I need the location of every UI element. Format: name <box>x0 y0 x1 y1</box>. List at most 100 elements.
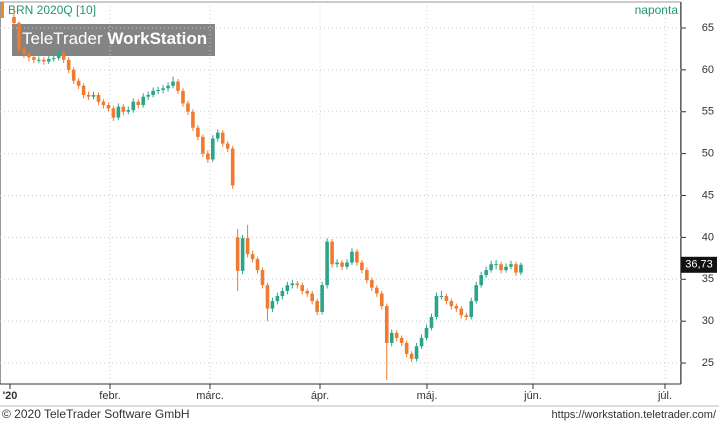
x-tick-label: márc. <box>196 390 224 402</box>
candle-body <box>419 337 424 347</box>
candle-body <box>275 296 280 302</box>
candle-body <box>131 101 136 111</box>
candle-body <box>81 85 86 95</box>
candle-body <box>335 262 339 265</box>
candle-body <box>32 57 36 60</box>
candle-body <box>136 101 141 106</box>
candle-body <box>479 275 483 286</box>
candle-body <box>270 301 275 309</box>
candle-body <box>295 283 300 286</box>
interval: naponta <box>635 3 679 17</box>
candle-body <box>414 346 419 359</box>
candle-body <box>211 138 215 160</box>
candle-body <box>76 80 81 86</box>
candle-body <box>265 285 270 309</box>
candle-body <box>464 315 469 317</box>
candle-body <box>389 332 394 343</box>
candle-body <box>12 17 16 23</box>
candle-body <box>494 264 498 266</box>
candle-body <box>166 85 170 89</box>
candle-body <box>86 94 91 97</box>
candle-body <box>181 90 185 104</box>
candle-body <box>37 59 41 61</box>
candle-body <box>340 262 344 267</box>
candle-body <box>449 301 454 307</box>
candle-body <box>106 105 111 109</box>
watermark-box <box>12 24 215 56</box>
candle-body <box>489 264 493 271</box>
candle-body <box>469 301 474 317</box>
candle-body <box>126 110 131 112</box>
footer-right: https://workstation.teletrader.com/ <box>552 409 717 421</box>
candle-body <box>290 283 295 286</box>
x-tick-label: máj. <box>417 390 438 402</box>
candle-body <box>91 94 96 97</box>
candle-body <box>379 293 384 307</box>
y-tick-label: 45 <box>702 189 714 201</box>
candle-body <box>240 238 245 271</box>
candle-body <box>310 293 314 302</box>
candle-body <box>201 136 205 154</box>
candle-body <box>320 285 324 312</box>
y-tick-label: 35 <box>702 273 714 285</box>
candle-body <box>61 53 66 60</box>
y-tick-label: 55 <box>702 106 714 118</box>
candle-body <box>235 237 240 271</box>
candle-body <box>101 101 106 106</box>
candle-body <box>514 264 518 273</box>
candle-body <box>360 262 364 271</box>
candle-body <box>215 132 220 139</box>
x-tick-label: febr. <box>99 390 120 402</box>
candle-body <box>350 251 354 263</box>
y-tick-label: 40 <box>702 231 714 243</box>
candle-body <box>27 53 31 58</box>
candle-body <box>171 81 175 86</box>
candle-body <box>250 254 255 260</box>
x-tick-label: '20 <box>3 390 18 402</box>
candle-body <box>365 270 369 281</box>
marker <box>1 2 4 18</box>
x-tick-label: júl. <box>657 390 672 402</box>
candle-body <box>370 280 374 288</box>
candle-body <box>305 291 310 294</box>
candle-body <box>156 89 160 91</box>
chart-title: BRN 2020Q [10] <box>8 3 96 17</box>
candle-body <box>504 266 508 271</box>
candle-body <box>439 296 444 298</box>
candle-body <box>499 264 503 271</box>
y-tick-label: 30 <box>702 315 714 327</box>
candle-body <box>375 287 379 294</box>
candle-body <box>459 308 464 316</box>
last-price-box <box>681 256 717 273</box>
candle-body <box>384 306 389 343</box>
candle-body <box>245 238 250 255</box>
candle-body <box>394 332 399 338</box>
candle-body <box>146 94 150 97</box>
footer-left: © 2020 TeleTrader Software GmbH <box>2 407 190 421</box>
candle-body <box>206 153 210 160</box>
candle-body <box>230 148 235 186</box>
x-tick-label: jún. <box>523 390 542 402</box>
y-tick-label: 60 <box>702 64 714 76</box>
candle-body <box>255 259 260 271</box>
candle-body <box>260 270 265 286</box>
candle-body <box>46 58 51 62</box>
candle-body <box>191 111 195 128</box>
last-price-label: 36,73 <box>685 259 713 271</box>
candle-body <box>315 301 319 312</box>
candle-body <box>116 106 121 118</box>
candle-body <box>424 327 429 338</box>
y-tick-label: 50 <box>702 148 714 160</box>
candle-body <box>196 127 200 137</box>
y-tick-label: 65 <box>702 22 714 34</box>
candle-body <box>111 108 116 118</box>
candle-body <box>141 96 146 106</box>
candle-body <box>186 103 190 112</box>
candle-body <box>56 53 61 59</box>
candle-body <box>434 296 439 317</box>
candle-body <box>484 270 488 276</box>
candle-body <box>96 94 101 102</box>
candle-body <box>51 58 56 60</box>
